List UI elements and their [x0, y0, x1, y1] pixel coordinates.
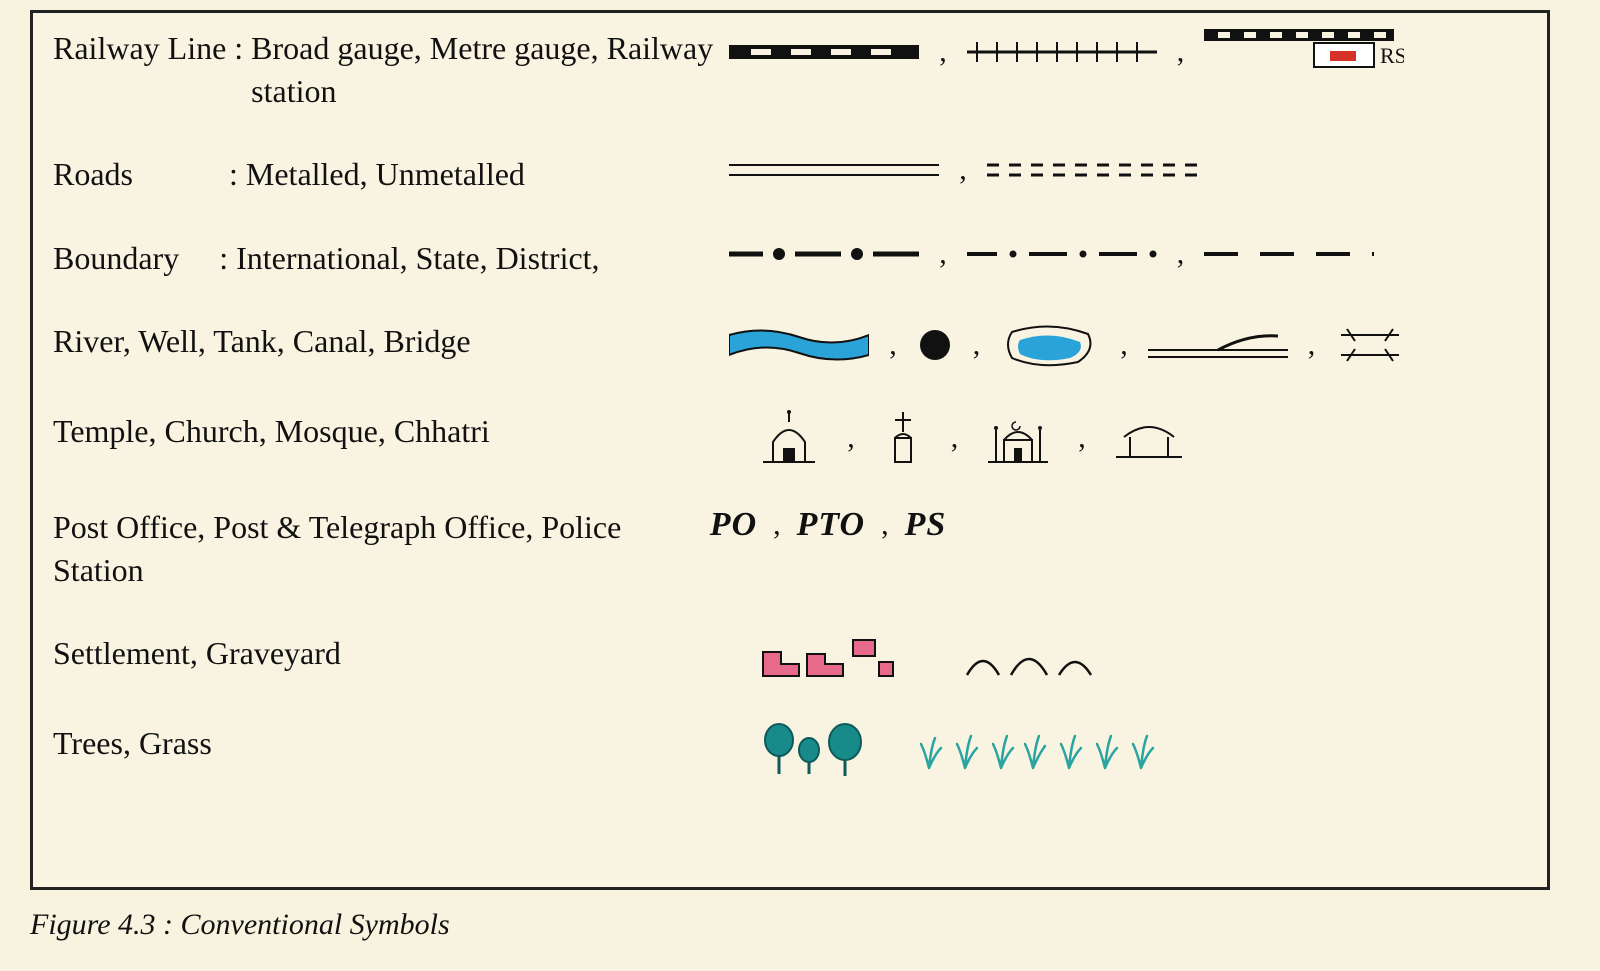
boundary-intl-icon [729, 247, 919, 261]
boundary-district-icon [1204, 247, 1374, 261]
settlement-icon [759, 632, 909, 682]
temple-icon [759, 410, 819, 466]
rs-label: RS [1380, 43, 1404, 68]
bridge-icon [1335, 327, 1405, 363]
offices-body: Post Office, Post & Telegraph Office, Po… [53, 506, 700, 592]
row-water: River, Well, Tank, Canal, Bridge , , , [53, 320, 1523, 370]
church-icon [883, 410, 923, 466]
well-icon [917, 327, 953, 363]
comma: , [1072, 421, 1092, 455]
comma: , [933, 35, 953, 69]
comma: , [1171, 237, 1191, 271]
railway-head: Railway Line : [53, 27, 251, 113]
tank-icon [1000, 320, 1100, 370]
vegetation-body: Trees, Grass [53, 722, 212, 765]
grass-icon [919, 728, 1179, 772]
trees-icon [759, 722, 879, 778]
comma: , [883, 328, 903, 362]
boundary-head: Boundary : [53, 237, 236, 280]
railway-body: Broad gauge, Metre gauge, Railway statio… [251, 27, 729, 113]
figure-caption: Figure 4.3 : Conventional Symbols [30, 908, 1580, 942]
roads-head: Roads : [53, 153, 246, 196]
po-label: PO [710, 506, 757, 544]
mosque-icon [986, 410, 1050, 466]
comma: , [1171, 35, 1191, 69]
roads-body: Metalled, Unmetalled [246, 153, 525, 196]
comma: , [767, 508, 787, 542]
ps-label: PS [905, 506, 947, 544]
legend-frame: Railway Line : Broad gauge, Metre gauge,… [30, 10, 1550, 890]
unmetalled-road-icon [987, 161, 1197, 179]
boundary-body: International, State, District, [236, 237, 599, 280]
comma: , [1302, 328, 1322, 362]
metre-gauge-icon [967, 39, 1157, 65]
river-icon [729, 325, 869, 365]
pto-label: PTO [797, 506, 865, 544]
chhatri-icon [1114, 415, 1184, 461]
canal-icon [1148, 330, 1288, 360]
settlement-body: Settlement, Graveyard [53, 632, 341, 675]
row-vegetation: Trees, Grass [53, 722, 1523, 778]
broad-gauge-icon [729, 39, 919, 65]
religious-body: Temple, Church, Mosque, Chhatri [53, 410, 490, 453]
row-railway: Railway Line : Broad gauge, Metre gauge,… [53, 27, 1523, 113]
graveyard-icon [959, 635, 1099, 679]
water-body: River, Well, Tank, Canal, Bridge [53, 320, 471, 363]
row-roads: Roads : Metalled, Unmetalled , [53, 153, 1523, 196]
comma: , [875, 508, 895, 542]
metalled-road-icon [729, 161, 939, 179]
row-boundary: Boundary : International, State, Distric… [53, 237, 1523, 280]
comma: , [1114, 328, 1134, 362]
comma: , [967, 328, 987, 362]
comma: , [953, 153, 973, 187]
railway-station-icon: RS [1204, 27, 1404, 77]
comma: , [945, 421, 965, 455]
comma: , [933, 237, 953, 271]
row-offices: Post Office, Post & Telegraph Office, Po… [53, 506, 1523, 592]
comma: , [841, 421, 861, 455]
row-religious: Temple, Church, Mosque, Chhatri , , , [53, 410, 1523, 466]
row-settlement: Settlement, Graveyard [53, 632, 1523, 682]
boundary-state-icon [967, 247, 1157, 261]
